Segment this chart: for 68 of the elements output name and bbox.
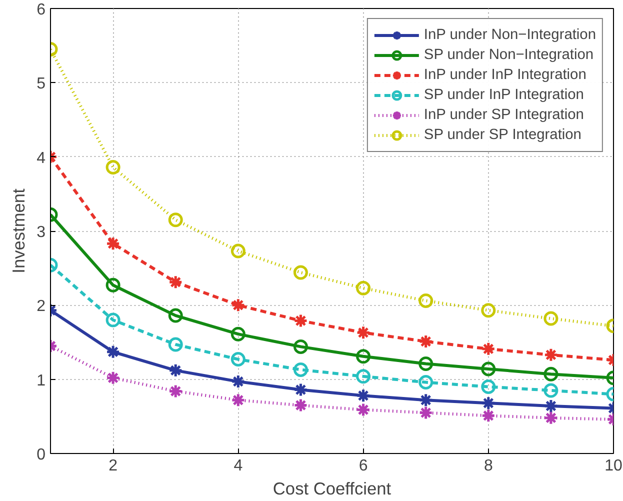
x-tick-label: 10: [604, 458, 622, 474]
point: [356, 369, 371, 384]
point: [168, 384, 183, 398]
point: [293, 339, 308, 354]
point: [544, 366, 558, 382]
point: [293, 398, 308, 413]
point: [481, 396, 496, 410]
legend-label: InP under Non−Integration: [424, 27, 596, 43]
point: [481, 408, 496, 423]
point: [544, 383, 558, 398]
y-tick-label: 4: [36, 150, 46, 167]
y-tick-label: 2: [36, 298, 46, 316]
point: [356, 388, 371, 403]
legend-label: InP under InP Integration: [424, 67, 586, 83]
point: [230, 326, 246, 342]
point: [356, 349, 371, 364]
point: [418, 405, 434, 420]
point: [418, 334, 434, 349]
point: [544, 348, 558, 362]
x-tick-label: 4: [234, 458, 243, 474]
point: [106, 370, 120, 386]
point: [168, 363, 183, 378]
y-axis-title: Investment: [8, 188, 29, 274]
point: [230, 352, 246, 367]
point: [418, 293, 434, 308]
point: [106, 344, 120, 360]
point: [230, 392, 246, 408]
legend-label: InP under SP Integration: [424, 107, 584, 123]
x-axis-title: Cost Coeffcient: [272, 478, 392, 498]
legend-label: SP under InP Integration: [424, 87, 584, 103]
point: [168, 212, 183, 228]
legend-label: SP under Non−Integration: [424, 47, 594, 63]
point: [544, 410, 558, 426]
point: [481, 342, 496, 356]
x-tick-label: 8: [484, 458, 493, 474]
y-tick-label: 3: [36, 224, 46, 241]
point: [293, 313, 308, 328]
point: [418, 375, 434, 390]
y-tick-label: 5: [36, 76, 46, 93]
point: [544, 398, 558, 414]
point: [106, 278, 120, 292]
point: [418, 356, 434, 371]
point: [106, 160, 120, 174]
point: [230, 244, 246, 258]
point: [356, 402, 371, 417]
point: [356, 325, 371, 340]
x-tick-label: 6: [358, 458, 368, 474]
point: [293, 265, 308, 280]
point: [168, 274, 183, 290]
point: [418, 392, 434, 408]
y-tick-label: 6: [36, 2, 46, 18]
point: [230, 298, 246, 312]
y-tick-label: 0: [36, 446, 46, 464]
point: [293, 382, 308, 397]
point: [544, 311, 558, 326]
point: [168, 337, 183, 352]
point: [293, 362, 308, 377]
y-tick-label: 1: [36, 372, 46, 390]
point: [481, 303, 496, 318]
point: [481, 362, 496, 376]
point: [106, 312, 120, 328]
point: [481, 380, 496, 394]
point: [168, 308, 183, 323]
x-tick-label: 2: [108, 458, 118, 474]
point: [356, 280, 371, 296]
point: [230, 374, 246, 389]
legend-label: SP under SP Integration: [424, 127, 582, 143]
point: [106, 236, 120, 251]
